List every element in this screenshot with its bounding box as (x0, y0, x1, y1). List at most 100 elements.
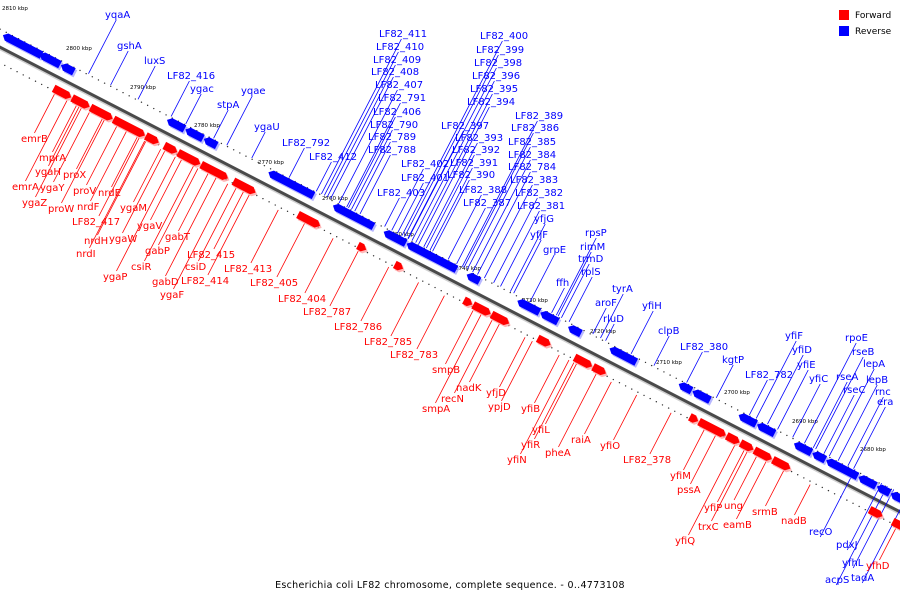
leader-line (520, 359, 570, 455)
tick-dot (520, 331, 522, 333)
tick-dot (329, 232, 332, 235)
leader-line (89, 140, 146, 249)
tick-dot (595, 336, 598, 338)
gene-label-reco: recO (809, 527, 833, 538)
tick-dot (563, 353, 565, 355)
forward-gene-block (724, 432, 740, 445)
tick-dot (85, 72, 87, 75)
leader-line (133, 149, 162, 203)
leader-line (529, 254, 555, 302)
leader-line (509, 223, 546, 292)
gene-label-yqaa: yqaA (105, 10, 130, 21)
tick-dot (232, 149, 235, 151)
gene-label-lf82-390: LF82_390 (447, 170, 495, 181)
leader-line (688, 445, 735, 536)
tick-dot (140, 101, 143, 103)
leader-line (711, 451, 748, 522)
gene-label-csir: csiR (131, 262, 151, 273)
tick-dot (792, 437, 794, 440)
leader-line (447, 194, 482, 260)
forward-gene-block (591, 363, 606, 376)
reverse-gene-block (738, 413, 758, 428)
forward-gene-block (296, 210, 321, 228)
gene-label-lf82-399: LF82_399 (476, 45, 524, 56)
gene-label-smpa: smpA (422, 404, 450, 415)
gene-label-yfhd: yfhD (866, 561, 890, 572)
leader-line (733, 456, 757, 501)
gene-label-lf82-788: LF82_788 (368, 145, 416, 156)
leader-line (185, 93, 202, 125)
forward-gene-block (111, 115, 145, 138)
gene-label-lf82-408: LF82_408 (371, 67, 419, 78)
tick-dot (97, 79, 100, 81)
tick-dot (274, 204, 276, 206)
tick-dot (503, 288, 505, 291)
leader-line (276, 223, 305, 278)
leader-line (454, 320, 493, 394)
forward-gene-block (471, 301, 491, 316)
tick-dot (379, 258, 381, 260)
leader-line (207, 194, 250, 276)
tick-dot (859, 472, 862, 475)
tick-dot (583, 329, 585, 332)
leader-line (823, 394, 855, 454)
reverse-gene-block (406, 241, 459, 273)
tick-dot (526, 334, 528, 336)
gene-label-lf82-395: LF82_395 (470, 84, 518, 95)
leader-line (605, 323, 615, 341)
leader-line (847, 396, 884, 466)
leader-line (534, 354, 560, 404)
gene-label-ygam: ygaM (120, 203, 147, 214)
tick-dot (348, 242, 350, 244)
tick-dot (607, 342, 610, 345)
gene-label-lf82-784: LF82_784 (508, 162, 556, 173)
tick-dot (724, 402, 727, 405)
gene-label-ygaw: ygaW (109, 234, 137, 245)
forward-gene-block (199, 160, 228, 180)
reverse-gene-block (568, 325, 583, 338)
gene-label-prox: proX (63, 170, 86, 181)
leader-line (418, 106, 490, 245)
gene-label-gabt: gabT (165, 232, 191, 243)
gene-label-lf82-413: LF82_413 (224, 264, 272, 275)
gene-label-yfib: yfiB (521, 404, 540, 415)
gene-label-yfir: yfiR (521, 440, 540, 451)
leader-line (150, 159, 182, 221)
gene-label-nrdh: nrdH (84, 236, 108, 247)
forward-gene-block (231, 177, 256, 195)
tick-dot (663, 371, 665, 373)
gene-label-rseb: rseB (852, 347, 874, 358)
gene-label-prow: proW (48, 204, 74, 215)
tick-dot (730, 406, 733, 408)
gene-label-lf82-392: LF82_392 (452, 145, 500, 156)
reverse-gene-block (757, 422, 777, 438)
leader-line (477, 171, 531, 275)
gene-label-ffh: ffh (556, 278, 569, 289)
leader-line (90, 131, 127, 202)
gene-label-gabd: gabD (152, 277, 179, 288)
tick-dot (128, 95, 130, 97)
kbp-label: 2700 kbp (724, 390, 750, 396)
gene-label-stpa: stpA (217, 100, 239, 111)
leader-line (466, 146, 531, 270)
tick-dot (637, 391, 639, 393)
kbp-label: 2780 kbp (194, 123, 220, 129)
gene-label-lf82-406: LF82_406 (373, 107, 421, 118)
leader-line (326, 64, 396, 198)
tick-dot (780, 431, 782, 433)
leader-line (429, 167, 473, 251)
gene-label-yfjg: yfjG (534, 214, 554, 225)
leader-line (500, 210, 540, 287)
leader-line (794, 484, 811, 516)
leader-line (804, 342, 857, 444)
forward-gene-block (356, 241, 367, 252)
tick-dot (446, 293, 449, 295)
tick-dot (484, 279, 487, 281)
gene-label-recn: recN (441, 394, 464, 405)
gene-label-lf82-409: LF82_409 (373, 55, 421, 66)
gene-label-rpoe: rpoE (845, 333, 868, 344)
gene-label-nrdi: nrdI (76, 249, 96, 260)
gene-label-kgtp: kgtP (722, 355, 744, 366)
gene-label-yfif: yfiF (785, 331, 803, 342)
gene-label-lf82-405: LF82_405 (250, 278, 298, 289)
